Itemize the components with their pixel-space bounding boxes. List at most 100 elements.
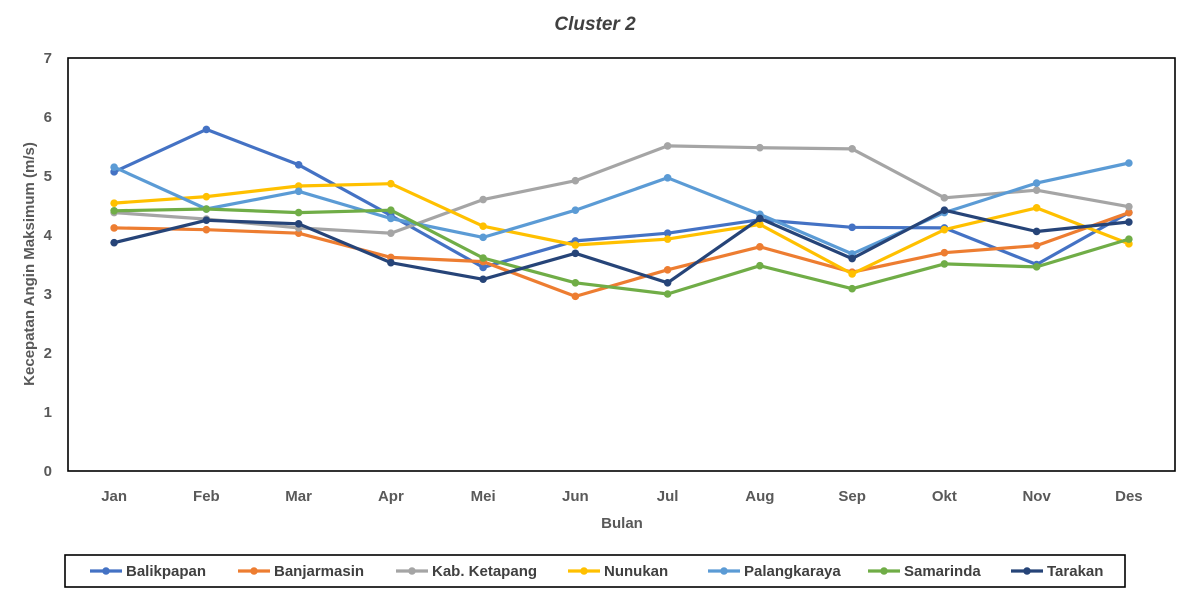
data-point xyxy=(1032,227,1041,236)
data-point xyxy=(1032,186,1041,194)
data-point xyxy=(663,229,672,238)
data-point xyxy=(202,225,211,234)
data-point xyxy=(294,182,303,190)
data-point xyxy=(110,224,118,232)
data-point xyxy=(479,254,487,262)
series-line xyxy=(112,161,1131,256)
legend-marker xyxy=(880,567,888,575)
data-point xyxy=(756,143,764,152)
y-tick-label: 3 xyxy=(44,286,52,303)
data-point xyxy=(940,260,949,268)
data-point xyxy=(479,195,487,204)
data-point xyxy=(756,214,764,223)
x-tick-label: Mei xyxy=(471,488,496,505)
data-point xyxy=(756,261,764,270)
data-point xyxy=(663,290,672,298)
data-point xyxy=(202,205,211,213)
legend-item: Samarinda xyxy=(868,563,981,580)
data-point xyxy=(940,225,949,234)
legend-label: Balikpapan xyxy=(126,563,206,580)
x-tick-label: Okt xyxy=(932,488,957,505)
legend-marker xyxy=(1023,567,1031,575)
legend-label: Kab. Ketapang xyxy=(432,563,537,580)
data-point xyxy=(1032,204,1041,212)
series-line xyxy=(112,127,1131,269)
data-point xyxy=(110,238,118,247)
y-tick-label: 7 xyxy=(44,50,52,67)
legend-marker xyxy=(102,567,110,575)
data-point xyxy=(110,163,118,171)
legend-label: Tarakan xyxy=(1047,563,1103,580)
legend-item: Banjarmasin xyxy=(238,563,364,580)
x-tick-label: Jul xyxy=(657,488,679,505)
chart-title: Cluster 2 xyxy=(554,14,636,35)
data-point xyxy=(571,249,580,258)
y-axis-title: Kecepatan Angin Maksimum (m/s) xyxy=(21,142,38,386)
legend-marker xyxy=(408,567,416,575)
data-point xyxy=(479,275,487,284)
legend-marker xyxy=(720,567,728,575)
legend-label: Samarinda xyxy=(904,563,981,580)
data-point xyxy=(940,248,949,257)
data-point xyxy=(1125,159,1133,167)
legend-item: Palangkaraya xyxy=(708,563,841,580)
data-point xyxy=(663,266,672,274)
data-point xyxy=(294,219,303,228)
data-point xyxy=(294,160,303,169)
x-tick-label: Jan xyxy=(101,488,127,505)
data-point xyxy=(848,223,856,232)
legend-marker xyxy=(580,567,588,575)
data-point xyxy=(387,253,395,262)
data-point xyxy=(663,278,672,287)
data-point xyxy=(1125,235,1133,243)
y-tick-label: 4 xyxy=(44,227,53,244)
series-line xyxy=(112,211,1131,298)
y-tick-label: 0 xyxy=(44,463,52,480)
data-point xyxy=(1125,202,1133,211)
data-point xyxy=(110,207,118,215)
series-tarakan xyxy=(110,206,1133,287)
legend-label: Nunukan xyxy=(604,563,668,580)
x-tick-label: Mar xyxy=(285,488,312,505)
data-point xyxy=(294,208,303,217)
data-point xyxy=(387,214,395,223)
x-axis-title: Bulan xyxy=(601,515,643,532)
data-point xyxy=(571,206,580,215)
series-line xyxy=(112,208,1131,285)
series-line xyxy=(112,144,1131,235)
x-tick-label: Apr xyxy=(378,488,404,505)
y-tick-label: 6 xyxy=(44,109,52,126)
series-samarinda xyxy=(110,205,1133,298)
data-point xyxy=(571,176,580,185)
data-point xyxy=(1032,241,1041,250)
data-point xyxy=(756,243,764,251)
data-point xyxy=(1125,218,1133,226)
data-point xyxy=(848,254,856,263)
x-tick-label: Des xyxy=(1115,488,1143,505)
x-tick-label: Sep xyxy=(838,488,866,505)
legend-item: Kab. Ketapang xyxy=(396,563,537,580)
data-point xyxy=(387,179,395,188)
data-point xyxy=(663,235,672,243)
data-point xyxy=(756,220,764,229)
data-point xyxy=(479,222,487,230)
data-point xyxy=(110,199,118,207)
data-point xyxy=(479,233,487,242)
series-line xyxy=(112,182,1131,276)
data-point xyxy=(571,278,580,287)
y-tick-label: 1 xyxy=(44,404,52,421)
series-palangkaraya xyxy=(110,159,1133,258)
data-point xyxy=(940,194,949,202)
legend-marker xyxy=(250,567,258,575)
legend-label: Palangkaraya xyxy=(744,563,841,580)
data-point xyxy=(1032,179,1041,187)
plot-area xyxy=(67,57,1176,472)
x-tick-label: Feb xyxy=(193,488,220,505)
data-point xyxy=(1032,263,1041,271)
x-tick-label: Aug xyxy=(745,488,774,505)
data-point xyxy=(294,187,303,196)
legend-label: Banjarmasin xyxy=(274,563,364,580)
data-point xyxy=(387,206,395,215)
data-point xyxy=(848,284,856,293)
y-tick-label: 2 xyxy=(44,345,52,362)
